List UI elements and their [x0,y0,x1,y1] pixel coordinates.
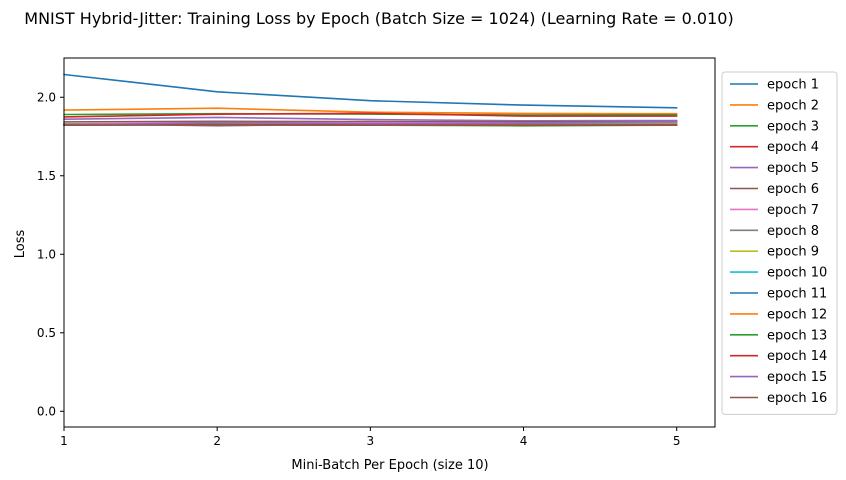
legend-label: epoch 16 [767,391,827,406]
series-line-5 [63,116,678,122]
legend-box [721,71,838,415]
legend-label: epoch 1 [767,78,819,93]
legend-label: epoch 4 [767,140,819,155]
series-line-4 [63,112,678,118]
y-tick-label: 0.5 [37,326,56,340]
legend-label: epoch 8 [767,224,819,239]
legend-label: epoch 11 [767,287,827,302]
legend: epoch 1 epoch 2 epoch 3 epoch 4 epoch 5 epoch… [721,71,838,415]
chart-title: MNIST Hybrid-Jitter: Training Loss by Ep… [24,9,733,28]
y-tick-label: 2.0 [37,90,56,104]
y-tick-label: 1.5 [37,169,56,183]
legend-label: epoch 3 [767,119,819,134]
series-line-1 [63,73,678,109]
x-tick-label: 2 [213,434,221,448]
legend-label: epoch 10 [767,266,827,281]
y-axis-label: Loss [13,230,28,259]
legend-label: epoch 12 [767,307,827,322]
x-tick-label: 3 [367,434,375,448]
legend-label: epoch 7 [767,203,819,218]
legend-label: epoch 14 [767,349,827,364]
legend-label: epoch 15 [767,370,827,385]
axes-frame [63,57,716,428]
legend-label: epoch 6 [767,182,819,197]
legend-label: epoch 5 [767,161,819,176]
plot-area: 1 2 3 4 5 0.0 0.5 1.0 1.5 2.0 [37,57,716,448]
series-line-2 [63,107,678,115]
legend-label: epoch 13 [767,328,827,343]
x-tick-label: 4 [520,434,528,448]
x-tick-label: 5 [673,434,681,448]
legend-label: epoch 9 [767,245,819,260]
x-axis-label: Mini-Batch Per Epoch (size 10) [291,458,488,473]
legend-label: epoch 2 [767,98,819,113]
y-tick-label: 1.0 [37,247,56,261]
y-tick-label: 0.0 [37,404,56,418]
series-line-15 [63,120,678,126]
x-tick-label: 1 [60,434,68,448]
